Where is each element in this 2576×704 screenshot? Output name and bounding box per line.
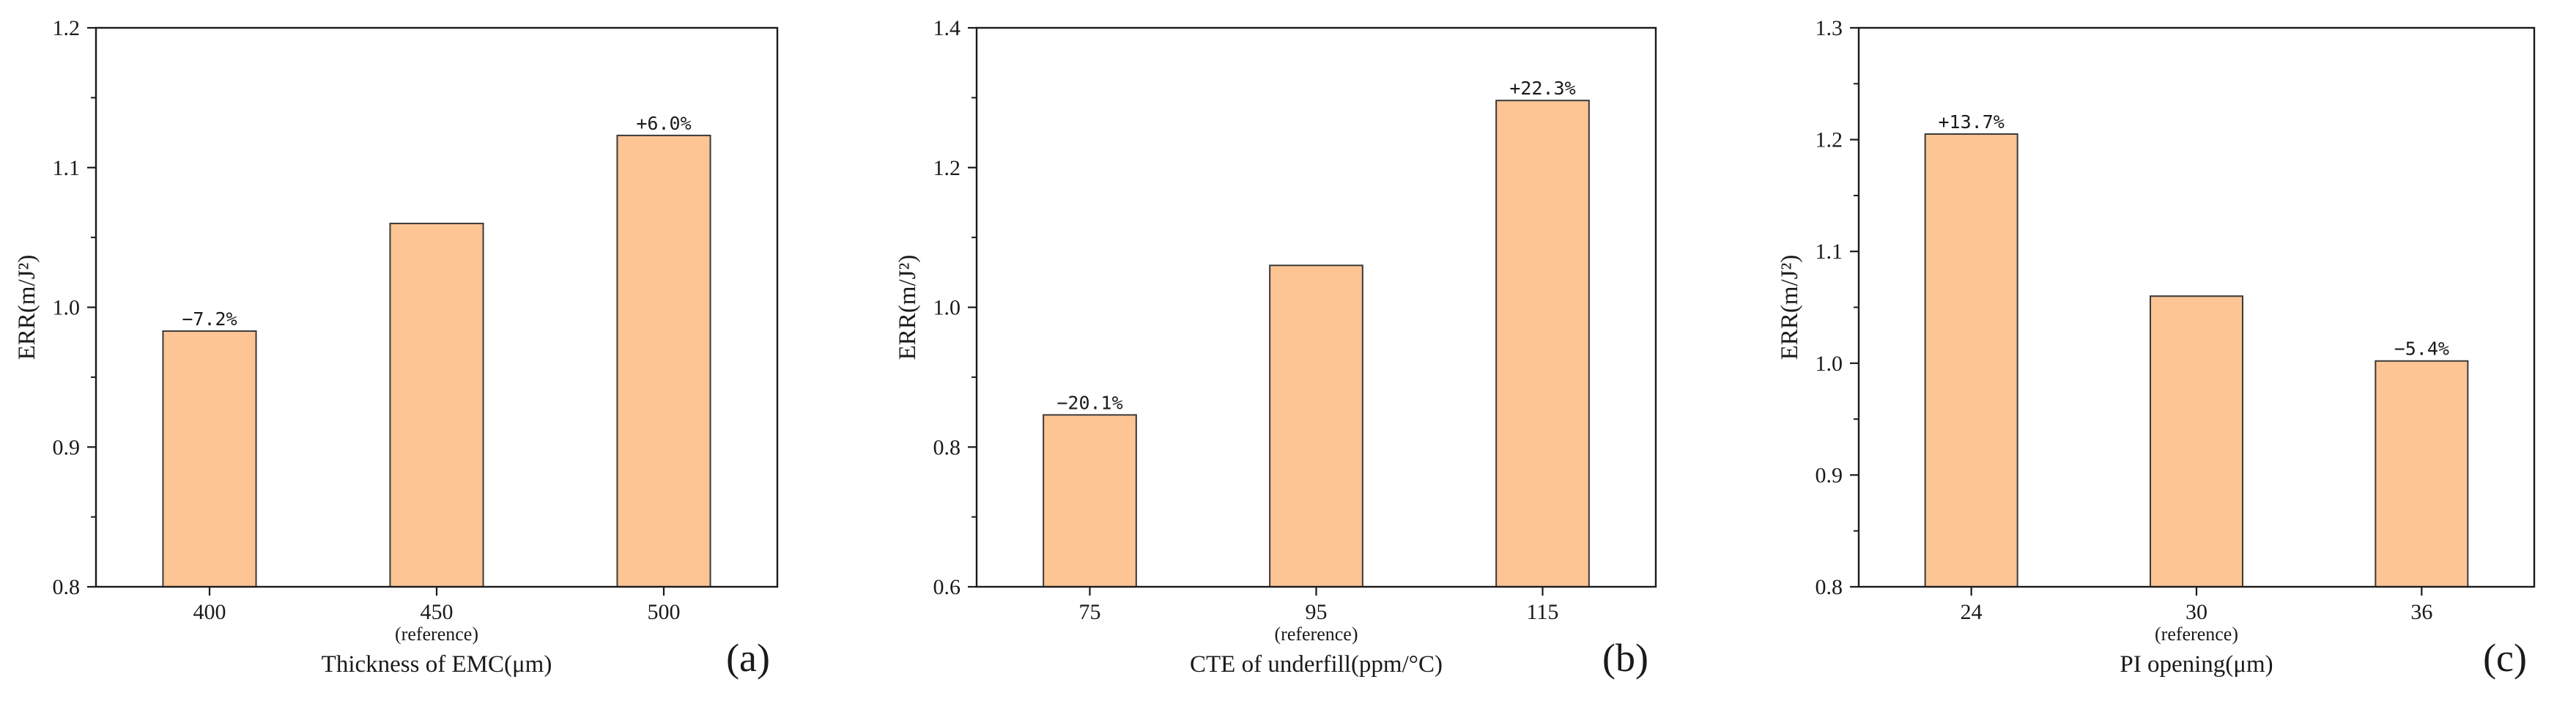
reference-note: (reference) bbox=[395, 623, 478, 645]
x-axis-title: PI opening(μm) bbox=[2120, 651, 2273, 678]
y-axis-title: ERR(m/J²) bbox=[14, 255, 40, 360]
x-tick-label-115: 115 bbox=[1527, 600, 1559, 624]
data-label: +22.3% bbox=[1509, 78, 1575, 99]
reference-note: (reference) bbox=[2155, 623, 2238, 645]
y-tick-label: 0.9 bbox=[53, 435, 81, 459]
x-tick-label-75: 75 bbox=[1079, 600, 1101, 624]
chart-panel-3: 0.8 0.9 1.0 1.1 1.2 1.3 24 30(reference) 36 +13.7… bbox=[1777, 16, 2536, 680]
y-tick-label: 1.2 bbox=[933, 156, 961, 180]
bar-500 bbox=[616, 134, 711, 588]
x-tick-label-30: 30 bbox=[2185, 600, 2207, 624]
bar-450 bbox=[389, 223, 484, 588]
data-label: +6.0% bbox=[636, 113, 691, 134]
x-tick-label-95: 95 bbox=[1306, 600, 1328, 624]
y-tick-label: 1.0 bbox=[933, 296, 961, 320]
data-label: −7.2% bbox=[182, 308, 237, 330]
bar-400 bbox=[162, 330, 257, 588]
x-tick-label-24: 24 bbox=[1961, 600, 1983, 624]
x-tick-label-400: 400 bbox=[193, 600, 226, 624]
bar-36 bbox=[2375, 360, 2469, 588]
y-tick-label: 1.3 bbox=[1816, 16, 1843, 40]
y-tick-label: 0.8 bbox=[53, 575, 81, 599]
y-tick-label: 1.0 bbox=[1816, 352, 1843, 376]
y-tick-label: 1.2 bbox=[53, 16, 81, 40]
bar-30 bbox=[2149, 295, 2244, 588]
chart-panel-2: 0.6 0.8 1.0 1.2 1.4 75 95(reference) 115 −20.1% +… bbox=[895, 16, 1657, 680]
bar-115 bbox=[1495, 100, 1590, 588]
panel-label: (b) bbox=[1602, 636, 1648, 680]
data-label: +13.7% bbox=[1939, 111, 2005, 133]
panel-label: (a) bbox=[726, 636, 770, 680]
y-tick-label: 1.4 bbox=[933, 16, 961, 40]
y-tick-label: 0.6 bbox=[933, 575, 961, 599]
bar-24 bbox=[1924, 133, 2018, 588]
x-tick-label-450: 450 bbox=[421, 600, 454, 624]
y-tick-label: 1.2 bbox=[1816, 128, 1843, 152]
y-tick-label: 1.1 bbox=[1816, 240, 1843, 264]
y-tick-label: 0.8 bbox=[1816, 575, 1843, 599]
panel-label: (c) bbox=[2483, 636, 2527, 680]
bar-75 bbox=[1043, 414, 1137, 588]
x-tick-label-36: 36 bbox=[2410, 600, 2432, 624]
chart-panel-1: 0.8 0.9 1.0 1.1 1.2 400 450(reference) 500 −7.2%… bbox=[14, 16, 779, 680]
x-axis-title: CTE of underfill(ppm/°C) bbox=[1190, 651, 1443, 678]
data-label: −5.4% bbox=[2394, 338, 2449, 360]
y-tick-label: 1.0 bbox=[53, 296, 81, 320]
data-label: −20.1% bbox=[1056, 392, 1122, 413]
x-tick-label-500: 500 bbox=[648, 600, 681, 624]
y-axis-title: ERR(m/J²) bbox=[895, 255, 921, 360]
reference-note: (reference) bbox=[1275, 623, 1358, 645]
bar-95 bbox=[1269, 264, 1363, 588]
x-axis-title: Thickness of EMC(μm) bbox=[322, 651, 552, 678]
y-tick-label: 0.9 bbox=[1816, 463, 1843, 487]
y-tick-label: 0.8 bbox=[933, 435, 961, 459]
y-tick-label: 1.1 bbox=[53, 156, 81, 180]
y-axis-title: ERR(m/J²) bbox=[1777, 255, 1803, 360]
